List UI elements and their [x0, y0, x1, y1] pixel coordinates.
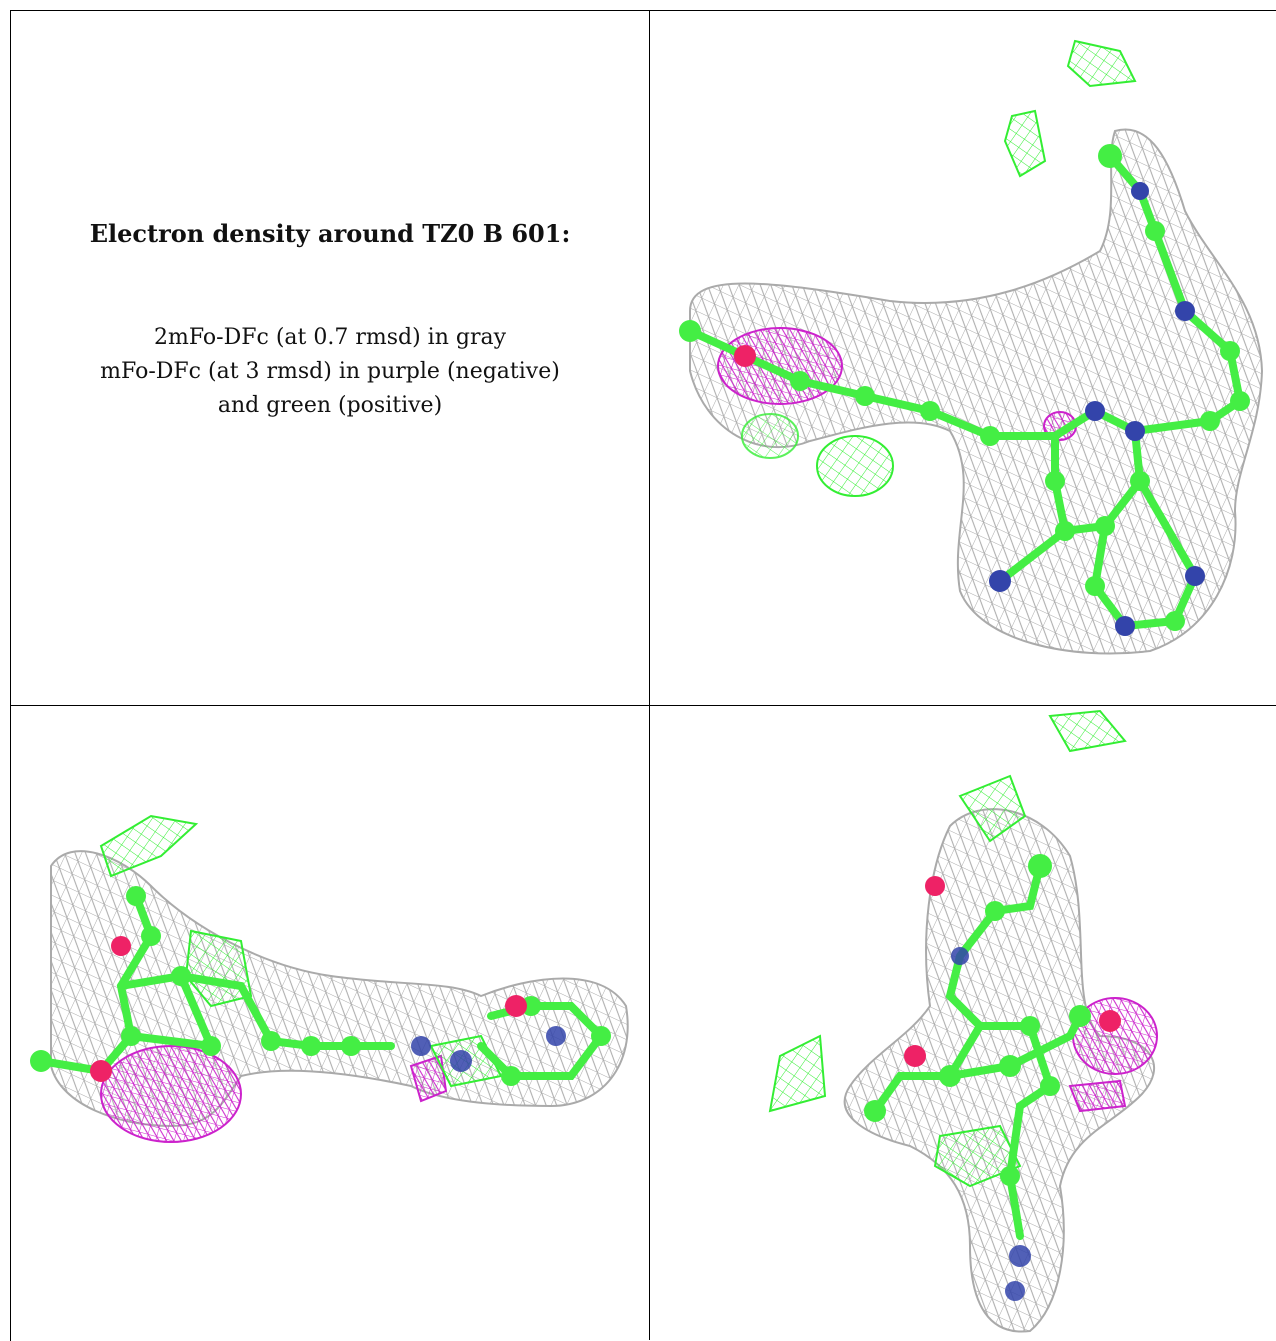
density-view-3 — [650, 706, 1276, 1340]
caption-line-2fofc: 2mFo-DFc (at 0.7 rmsd) in gray — [154, 325, 506, 350]
table-divider-horizontal — [10, 705, 1276, 706]
density-view-2-image — [30, 814, 629, 1143]
caption-title: Electron density around TZ0 B 601: — [89, 219, 571, 248]
caption-line-fofc: mFo-DFc (at 3 rmsd) in purple (negative) — [100, 359, 560, 384]
density-view-1-image — [679, 39, 1264, 655]
table-divider-vertical — [649, 10, 650, 1340]
caption-cell: Electron density around TZ0 B 601: 2mFo-… — [11, 11, 649, 705]
caption-description: 2mFo-DFc (at 0.7 rmsd) in gray mFo-DFc (… — [11, 321, 649, 423]
density-view-3-image — [768, 709, 1158, 1333]
density-view-1 — [650, 11, 1276, 705]
density-view-2 — [11, 706, 649, 1340]
caption-line-colors: and green (positive) — [217, 393, 443, 418]
figure-table — [10, 10, 1276, 1341]
